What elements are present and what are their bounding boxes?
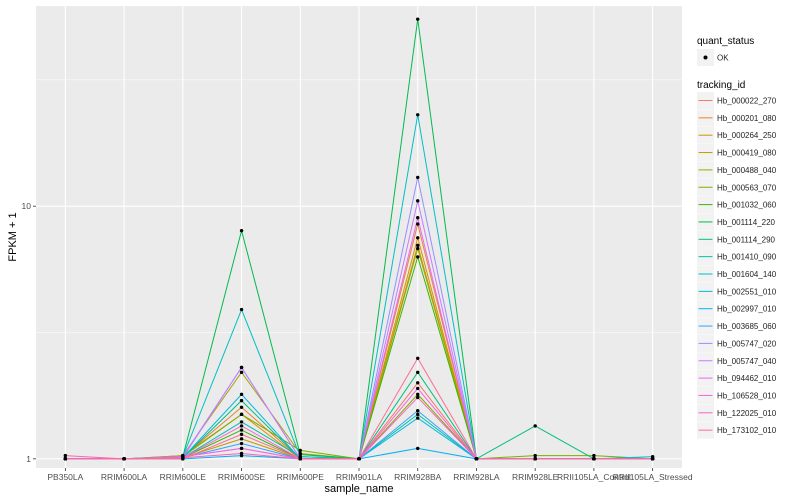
x-axis: PB350LA RRIM600LA RRIM600LE RRIM600SE RRIM60… (47, 468, 693, 482)
legend-label-Hb_122025_010: Hb_122025_010 (717, 409, 777, 418)
x-tick-label-RRIM928BA: RRIM928BA (394, 472, 442, 482)
x-tick-label-RRIM928LA: RRIM928LA (453, 472, 500, 482)
data-point-Hb_000563_070-RRIM928BA (416, 392, 420, 397)
data-point-Hb_106528_010-RRIM600SE (239, 424, 244, 428)
legend-label-Hb_000419_080: Hb_000419_080 (717, 149, 777, 158)
data-point-Hb_106528_010-RRIM928BA (416, 386, 420, 391)
legend-shape-title: quant_status (697, 36, 754, 47)
data-point-Hb_122025_010-RRIM928BA (416, 395, 420, 400)
legend-shape-ok-icon (703, 55, 708, 60)
data-points (63, 17, 655, 461)
legend-label-Hb_000201_080: Hb_000201_080 (717, 114, 777, 123)
data-point-Hb_094462_010-RRIM600SE (239, 446, 244, 451)
data-point-Hb_122025_010-RRIM600SE (239, 451, 244, 456)
data-point-Hb_173102_010-PB350LA (63, 457, 68, 461)
data-point-Hb_122025_010-PB350LA (63, 453, 68, 458)
legend-label-Hb_001032_060: Hb_001032_060 (717, 201, 777, 210)
legend-label-Hb_000563_070: Hb_000563_070 (717, 183, 777, 192)
data-point-Hb_001114_290-RRIM928LE (533, 424, 537, 428)
data-point-Hb_000201_080-RRIM600SE (239, 405, 244, 409)
data-point-Hb_001114_220-RRIM928BA (416, 17, 420, 21)
data-point-Hb_001604_140-RRIM928BA (416, 113, 420, 117)
data-point-Hb_001032_060-RRIM928BA (416, 255, 420, 259)
legend-label-Hb_001410_090: Hb_001410_090 (717, 253, 777, 262)
legend-label-Hb_005747_020: Hb_005747_020 (717, 339, 777, 348)
data-point-Hb_173102_010-RRIM600SE (239, 432, 244, 437)
data-point-Hb_005747_040-RRIM600SE (239, 365, 244, 370)
y-tick-label: 10 (22, 201, 32, 211)
data-point-Hb_094462_010-RRIM928BA (416, 216, 420, 220)
x-tick-label-RRIM600PE: RRIM600PE (277, 472, 325, 482)
legend-label-Hb_001604_140: Hb_001604_140 (717, 270, 777, 279)
data-point-Hb_173102_010-RRIM901LA (357, 457, 361, 461)
data-point-Hb_173102_010-RRIM928LE (533, 457, 537, 461)
legend-label-Hb_001114_220: Hb_001114_220 (717, 218, 776, 227)
legend-label-Hb_094462_010: Hb_094462_010 (717, 374, 777, 383)
data-point-Hb_000264_250-RRIM928BA (416, 236, 420, 240)
data-point-Hb_001114_220-RRIM600SE (239, 228, 244, 233)
data-point-Hb_001410_090-RRIM600SE (239, 420, 244, 424)
data-point-Hb_000419_080-RRIM928BA (416, 243, 420, 248)
data-point-Hb_173102_010-RRIM928BA (416, 356, 420, 361)
data-point-Hb_001114_290-RRIM928BA (416, 370, 420, 375)
y-axis: 1 10 (22, 201, 36, 464)
x-tick-label-RRIM901LA: RRIM901LA (336, 472, 383, 482)
x-tick-label-RRIM600LA: RRIM600LA (101, 472, 148, 482)
data-point-Hb_000563_070-RRII105LA_Control (592, 453, 596, 458)
data-point-Hb_000563_070-RRIM928LE (533, 453, 537, 458)
x-tick-label-RRII105LA_Stressed: RRII105LA_Stressed (613, 472, 693, 482)
data-point-Hb_000488_040-RRIM928BA (416, 246, 420, 251)
x-tick-label-RRII105LA_Control: RRII105LA_Control (557, 472, 631, 482)
data-point-Hb_173102_010-RRIM600PE (298, 457, 302, 461)
data-point-Hb_003685_060-RRIM600SE (239, 441, 244, 446)
legend-label-Hb_000022_270: Hb_000022_270 (717, 97, 777, 106)
data-point-Hb_000419_080-RRIM600SE (239, 437, 244, 441)
legend-label-Hb_173102_010: Hb_173102_010 (717, 426, 777, 435)
legend-label-Hb_001114_290: Hb_001114_290 (717, 235, 776, 244)
x-axis-title: sample_name (324, 483, 393, 495)
data-point-Hb_000563_070-RRIM600SE (239, 412, 244, 417)
legend-label-Hb_002551_010: Hb_002551_010 (717, 287, 777, 296)
data-point-Hb_005747_020-RRIM928BA (416, 175, 420, 180)
data-point-Hb_173102_010-RRIM600LE (181, 457, 185, 461)
x-tick-label-RRIM600SE: RRIM600SE (218, 472, 266, 482)
data-point-Hb_173102_010-RRII105LA_Stressed (650, 457, 655, 461)
data-point-Hb_005747_040-RRIM928BA (416, 199, 420, 203)
x-tick-label-PB350LA: PB350LA (47, 472, 83, 482)
legend-label-Hb_003685_060: Hb_003685_060 (717, 322, 777, 331)
data-point-Hb_000201_080-RRIM928BA (416, 222, 420, 226)
legend-color-title: tracking_id (697, 80, 745, 91)
data-point-Hb_173102_010-RRII105LA_Control (592, 457, 596, 461)
legend-label-Hb_000264_250: Hb_000264_250 (717, 131, 777, 140)
x-tick-label-RRIM928LE: RRIM928LE (512, 472, 559, 482)
legend-shape-label-ok: OK (717, 54, 729, 63)
data-point-Hb_173102_010-RRIM928LA (474, 457, 479, 461)
data-point-Hb_001604_140-RRIM600SE (239, 307, 244, 312)
legend-color-items: Hb_000022_270 Hb_000201_080 Hb_000264_250 H… (697, 92, 777, 439)
data-point-Hb_003685_060-RRIM928BA (416, 409, 420, 413)
x-tick-label-RRIM600LE: RRIM600LE (160, 472, 207, 482)
data-point-Hb_173102_010-RRIM600LA (122, 457, 126, 461)
y-tick-label: 1 (26, 454, 31, 464)
data-point-Hb_001114_290-RRIM600SE (239, 398, 244, 403)
legend-label-Hb_005747_040: Hb_005747_040 (717, 357, 777, 366)
legend-label-Hb_002997_010: Hb_002997_010 (717, 305, 777, 314)
legend-label-Hb_106528_010: Hb_106528_010 (717, 391, 777, 400)
data-point-Hb_002997_010-RRIM928BA (416, 446, 420, 451)
data-point-Hb_002551_010-RRIM600SE (239, 392, 244, 397)
data-point-Hb_001410_090-RRIM928BA (416, 412, 420, 417)
data-point-Hb_000563_070-RRIM600PE (298, 448, 302, 453)
data-point-Hb_000022_270-RRIM928BA (416, 381, 420, 385)
y-axis-title: FPKM + 1 (7, 212, 19, 261)
legend: quant_status OK tracking_id Hb_000022_27… (697, 36, 777, 439)
data-point-Hb_001032_060-RRIM600SE (239, 428, 244, 432)
data-point-Hb_002551_010-RRIM928BA (416, 416, 420, 420)
data-point-Hb_000488_040-RRIM600SE (239, 370, 244, 375)
legend-label-Hb_000488_040: Hb_000488_040 (717, 166, 777, 175)
